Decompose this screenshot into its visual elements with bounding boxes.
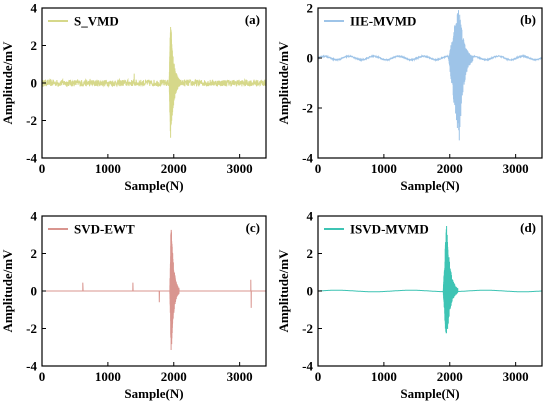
chart-panel-0: 0 1000 2000 3000 4 2 0 -2 -4 Sample(N) Amplitude/m… (0, 1, 267, 193)
x-axis-label: Sample(N) (124, 178, 183, 193)
y-tick-label: -4 (26, 151, 37, 166)
y-tick-label: 0 (307, 284, 314, 299)
panel-tag: (d) (520, 220, 536, 235)
series-line (318, 225, 542, 334)
y-tick-label: 2 (31, 246, 38, 261)
legend-label: SVD-EWT (74, 222, 135, 237)
y-tick-label: 2 (307, 1, 314, 16)
panel-tag: (c) (246, 220, 260, 235)
y-tick-label: 0 (307, 51, 314, 66)
y-tick-label: 4 (307, 209, 314, 224)
legend-label: S_VMD (74, 14, 119, 29)
legend-label: IIE-MVMD (350, 14, 416, 29)
y-axis-label: Amplitude/mV (276, 41, 291, 125)
y-tick-label: -2 (302, 101, 313, 116)
x-tick-label: 3000 (503, 161, 529, 176)
plot-frame (317, 7, 543, 159)
y-tick-label: -2 (26, 321, 37, 336)
x-tick-label: 3000 (227, 161, 253, 176)
x-tick-label: 3000 (503, 369, 529, 384)
x-axis-label: Sample(N) (400, 386, 459, 401)
y-tick-label: -4 (302, 359, 313, 374)
y-tick-label: 0 (31, 284, 38, 299)
x-tick-label: 2000 (161, 161, 187, 176)
y-tick-label: 2 (307, 246, 314, 261)
chart-panel-3: 0 1000 2000 3000 4 2 0 -2 -4 Sample(N) Amplitude/m… (276, 209, 543, 401)
chart-panel-2: 0 1000 2000 3000 4 2 0 -2 -4 Sample(N) Amplitude/m… (0, 209, 267, 401)
x-tick-label: 2000 (161, 369, 187, 384)
x-tick-label: 0 (39, 161, 46, 176)
x-tick-label: 0 (315, 161, 322, 176)
x-tick-label: 1000 (95, 369, 121, 384)
series-line (42, 229, 266, 351)
y-axis-label: Amplitude/mV (0, 41, 15, 125)
x-tick-label: 0 (315, 369, 322, 384)
x-tick-label: 0 (39, 369, 46, 384)
y-tick-label: -4 (26, 359, 37, 374)
x-tick-label: 3000 (227, 369, 253, 384)
series-line (41, 26, 267, 138)
x-tick-label: 1000 (371, 161, 397, 176)
legend-label: ISVD-MVMD (350, 222, 429, 237)
y-tick-label: -2 (302, 321, 313, 336)
y-tick-label: 0 (31, 76, 38, 91)
panel-tag: (a) (245, 12, 260, 27)
y-axis-label: Amplitude/mV (0, 249, 15, 333)
x-axis-label: Sample(N) (124, 386, 183, 401)
y-axis-label: Amplitude/mV (276, 249, 291, 333)
y-tick-label: 4 (31, 1, 38, 16)
y-tick-label: 2 (31, 38, 38, 53)
x-tick-label: 1000 (95, 161, 121, 176)
x-axis-label: Sample(N) (400, 178, 459, 193)
chart-panel-1: 0 1000 2000 3000 2 0 -2 -4 Sample(N) Amplitude/mV… (276, 1, 543, 193)
panel-tag: (b) (520, 12, 536, 27)
x-tick-label: 2000 (437, 161, 463, 176)
y-tick-label: 4 (31, 209, 38, 224)
x-tick-label: 2000 (437, 369, 463, 384)
series-line (317, 10, 543, 141)
y-tick-label: -2 (26, 113, 37, 128)
x-tick-label: 1000 (371, 369, 397, 384)
y-tick-label: -4 (302, 151, 313, 166)
